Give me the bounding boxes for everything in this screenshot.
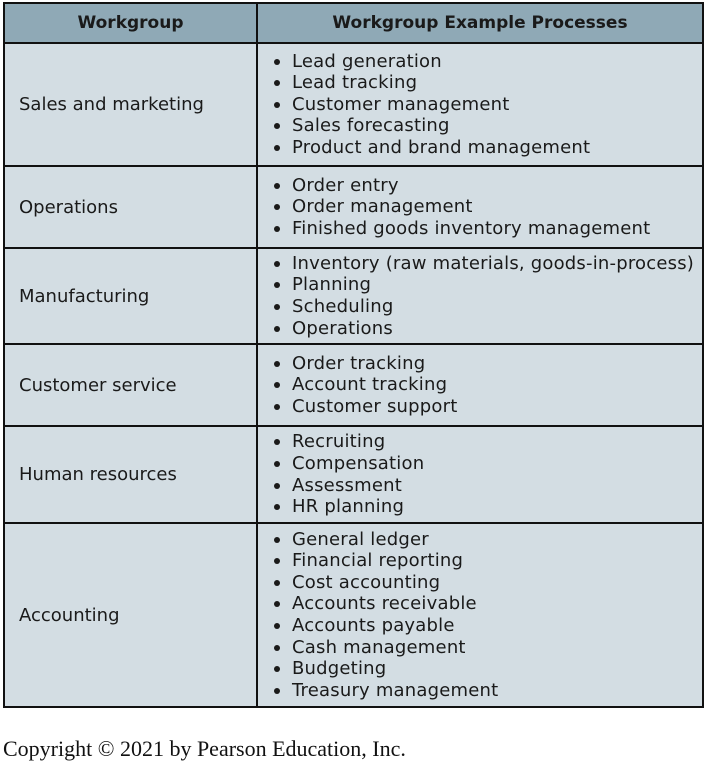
list-item: Sales forecasting — [272, 115, 702, 137]
list-item: Lead generation — [272, 51, 702, 73]
workgroup-table-container: Workgroup Workgroup Example Processes Sa… — [3, 2, 704, 708]
workgroup-cell: Customer service — [3, 343, 258, 427]
table-row: Customer service Order tracking Account … — [3, 343, 704, 427]
processes-cell: Recruiting Compensation Assessment HR pl… — [256, 425, 704, 524]
list-item: Product and brand management — [272, 137, 702, 159]
list-item: Order tracking — [272, 353, 702, 375]
process-list: Recruiting Compensation Assessment HR pl… — [258, 431, 702, 517]
list-item: Recruiting — [272, 431, 702, 453]
list-item: Operations — [272, 318, 702, 340]
process-list: Lead generation Lead tracking Customer m… — [258, 51, 702, 159]
workgroup-cell: Sales and marketing — [3, 42, 258, 167]
list-item: Financial reporting — [272, 550, 702, 572]
list-item: Customer support — [272, 396, 702, 418]
list-item: Lead tracking — [272, 72, 702, 94]
list-item: Treasury management — [272, 680, 702, 702]
table-row: Operations Order entry Order management … — [3, 165, 704, 249]
list-item: Budgeting — [272, 658, 702, 680]
list-item: HR planning — [272, 496, 702, 518]
workgroup-cell: Manufacturing — [3, 247, 258, 345]
process-list: Inventory (raw materials, goods-in-proce… — [258, 253, 702, 339]
table-header-row: Workgroup Workgroup Example Processes — [3, 2, 704, 44]
list-item: Order entry — [272, 175, 702, 197]
table-row: Human resources Recruiting Compensation … — [3, 425, 704, 524]
processes-cell: General ledger Financial reporting Cost … — [256, 522, 704, 708]
list-item: Compensation — [272, 453, 702, 475]
workgroup-table: Workgroup Workgroup Example Processes Sa… — [3, 2, 704, 708]
process-list: General ledger Financial reporting Cost … — [258, 529, 702, 702]
list-item: Cash management — [272, 637, 702, 659]
workgroup-cell: Accounting — [3, 522, 258, 708]
copyright-notice: Copyright © 2021 by Pearson Education, I… — [3, 736, 406, 761]
list-item: Cost accounting — [272, 572, 702, 594]
workgroup-cell: Human resources — [3, 425, 258, 524]
processes-cell: Order tracking Account tracking Customer… — [256, 343, 704, 427]
table-row: Manufacturing Inventory (raw materials, … — [3, 247, 704, 345]
header-workgroup: Workgroup — [3, 2, 258, 44]
table-row: Sales and marketing Lead generation Lead… — [3, 42, 704, 167]
list-item: General ledger — [272, 529, 702, 551]
list-item: Accounts receivable — [272, 593, 702, 615]
processes-cell: Inventory (raw materials, goods-in-proce… — [256, 247, 704, 345]
header-processes: Workgroup Example Processes — [256, 2, 704, 44]
list-item: Assessment — [272, 475, 702, 497]
processes-cell: Lead generation Lead tracking Customer m… — [256, 42, 704, 167]
process-list: Order entry Order management Finished go… — [258, 175, 702, 240]
table-row: Accounting General ledger Financial repo… — [3, 522, 704, 708]
list-item: Customer management — [272, 94, 702, 116]
list-item: Finished goods inventory management — [272, 218, 702, 240]
workgroup-cell: Operations — [3, 165, 258, 249]
list-item: Order management — [272, 196, 702, 218]
list-item: Planning — [272, 274, 702, 296]
list-item: Scheduling — [272, 296, 702, 318]
processes-cell: Order entry Order management Finished go… — [256, 165, 704, 249]
list-item: Inventory (raw materials, goods-in-proce… — [272, 253, 702, 275]
list-item: Account tracking — [272, 374, 702, 396]
process-list: Order tracking Account tracking Customer… — [258, 353, 702, 418]
list-item: Accounts payable — [272, 615, 702, 637]
